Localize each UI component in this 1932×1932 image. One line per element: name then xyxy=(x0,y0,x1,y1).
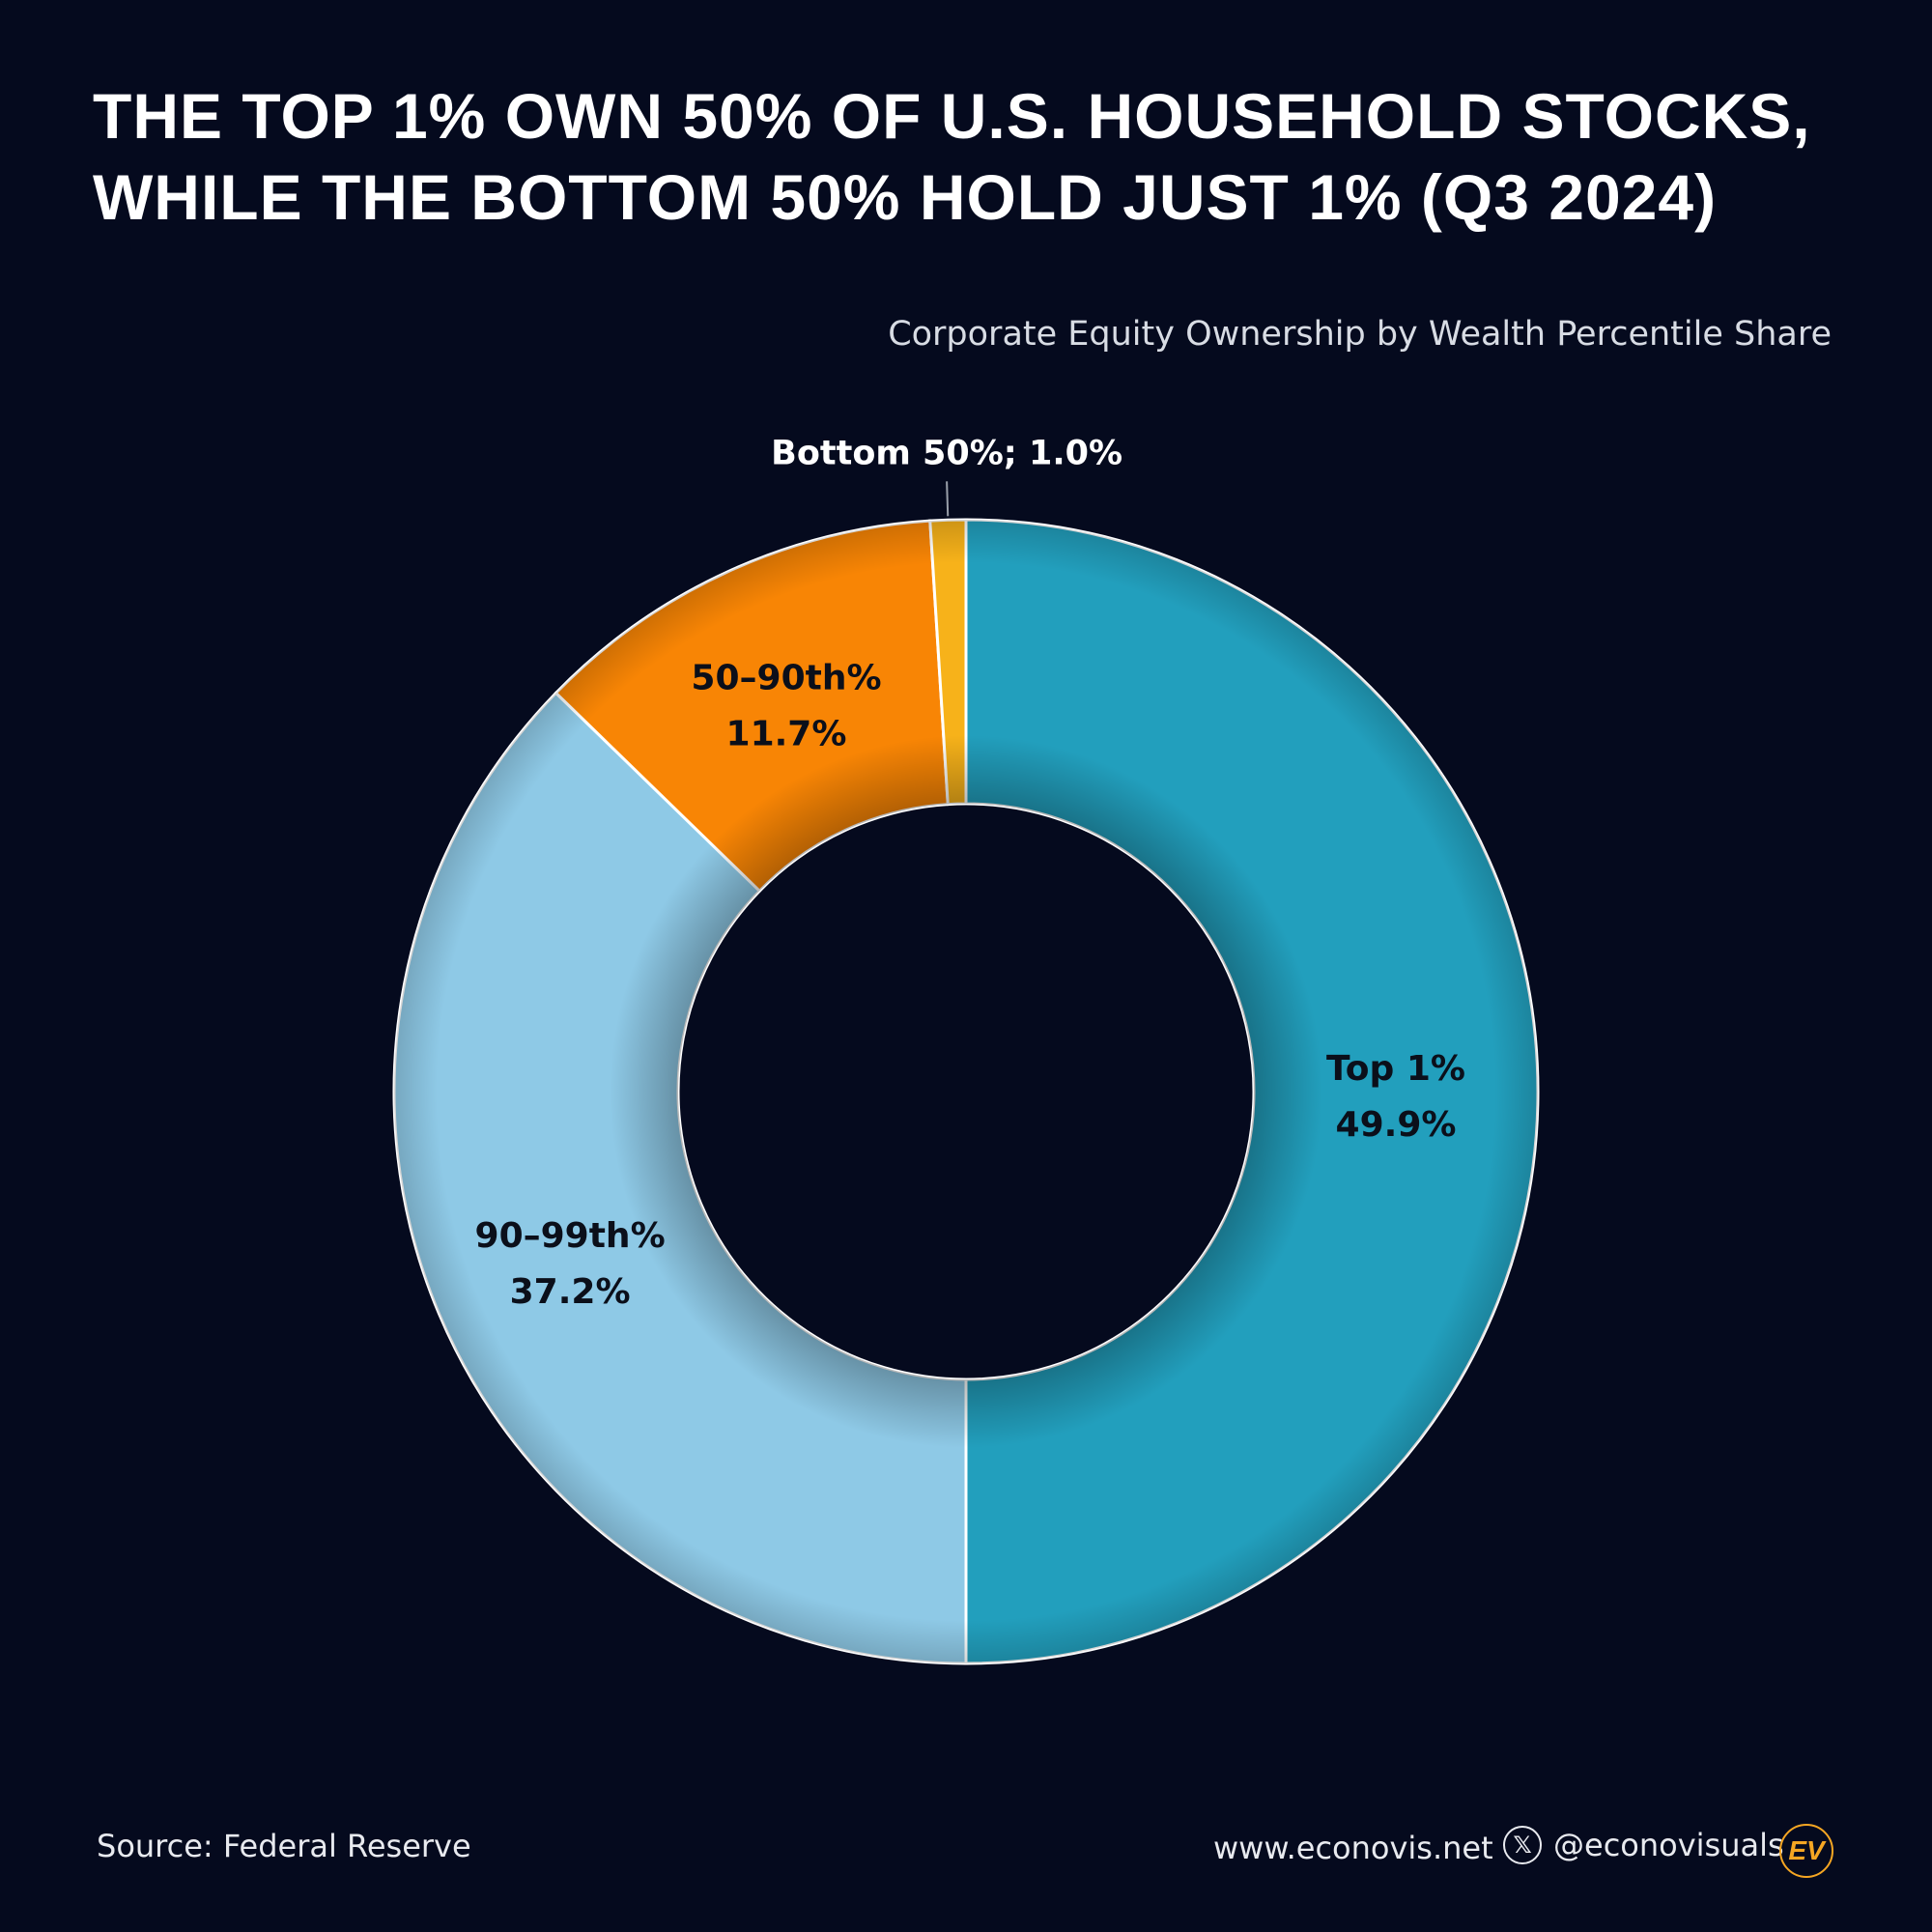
chart-title: THE TOP 1% OWN 50% OF U.S. HOUSEHOLD STO… xyxy=(93,75,1832,238)
slice-label-50-90th: 50–90th% 11.7% xyxy=(691,659,881,754)
social-handle-text: @econovisuals xyxy=(1553,1827,1784,1863)
slice-label-90-99th: 90–99th% 37.2% xyxy=(475,1216,666,1312)
ev-logo: EV xyxy=(1779,1824,1833,1878)
website-link[interactable]: www.econovis.net xyxy=(1213,1830,1493,1866)
title-line-2: WHILE THE BOTTOM 50% HOLD JUST 1% (Q3 20… xyxy=(93,161,1718,233)
title-line-1: THE TOP 1% OWN 50% OF U.S. HOUSEHOLD STO… xyxy=(93,80,1811,152)
source-note: Source: Federal Reserve xyxy=(97,1828,471,1864)
x-logo-icon: 𝕏 xyxy=(1503,1826,1542,1864)
slice-label-top-1: Top 1% 49.9% xyxy=(1326,1049,1465,1145)
slice-top-1 xyxy=(964,518,1540,1665)
chart-subtitle: Corporate Equity Ownership by Wealth Per… xyxy=(888,315,1832,354)
slice-90-99th xyxy=(392,691,968,1665)
callout-line-bottom-50 xyxy=(946,481,950,517)
social-handle[interactable]: 𝕏 @econovisuals xyxy=(1503,1826,1784,1864)
callout-label-bottom-50: Bottom 50%; 1.0% xyxy=(771,434,1122,472)
